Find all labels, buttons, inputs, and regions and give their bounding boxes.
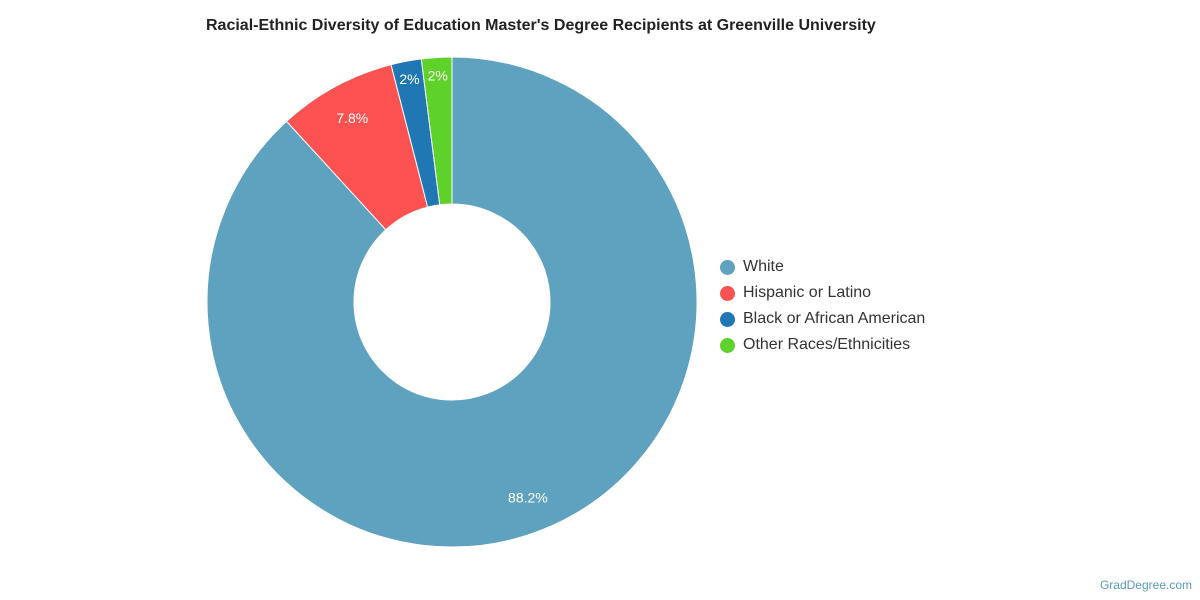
- legend: White Hispanic or Latino Black or African …: [720, 254, 925, 358]
- legend-item-other-races-ethnicities[interactable]: Other Races/Ethnicities: [720, 332, 925, 358]
- source-credit-link[interactable]: GradDegree.com: [1099, 578, 1192, 592]
- slice-label-other-races-ethnicities: 2%: [428, 67, 448, 83]
- legend-item-white[interactable]: White: [720, 254, 925, 280]
- legend-swatch-icon: [720, 285, 735, 301]
- slice-white[interactable]: [206, 56, 698, 548]
- legend-label: Hispanic or Latino: [743, 284, 872, 301]
- slice-label-hispanic-or-latino: 7.8%: [336, 110, 368, 126]
- slice-label-black-or-african-american: 2%: [399, 71, 419, 87]
- legend-item-hispanic-or-latino[interactable]: Hispanic or Latino: [720, 280, 925, 306]
- legend-swatch-icon: [720, 337, 735, 353]
- legend-label: Other Races/Ethnicities: [743, 336, 911, 353]
- slice-other-races-ethnicities[interactable]: [420, 56, 453, 206]
- legend-label: White: [743, 258, 784, 275]
- legend-swatch-icon: [720, 259, 735, 275]
- legend-swatch-icon: [720, 311, 735, 327]
- chart-title: Racial-Ethnic Diversity of Education Mas…: [206, 17, 876, 34]
- legend-label: Black or African American: [743, 310, 926, 327]
- legend-item-black-or-african-american[interactable]: Black or African American: [720, 306, 925, 332]
- slice-label-white: 88.2%: [508, 489, 548, 505]
